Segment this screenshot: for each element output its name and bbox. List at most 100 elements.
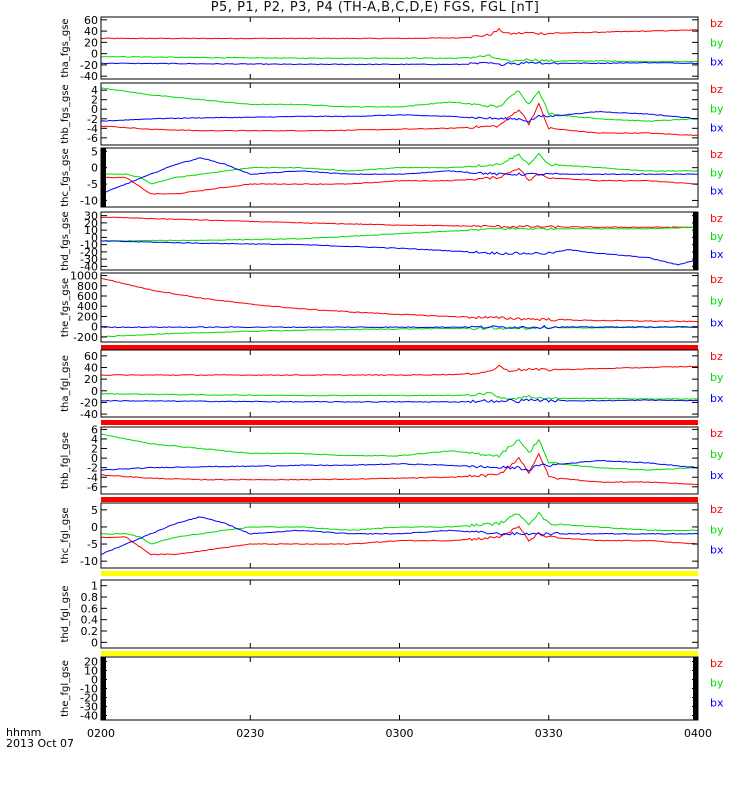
time-axis-unit-label: hhmm (6, 726, 42, 739)
legend-by: by (710, 295, 724, 308)
status-bar-red (101, 420, 698, 425)
y-tick-label: 40 (84, 361, 98, 374)
y-tick-label: 400 (77, 300, 98, 313)
y-tick-label: -6 (87, 481, 98, 494)
legend-by: by (710, 102, 724, 115)
legend-bx: bx (710, 696, 724, 709)
panel-ylabel: the_fgl_gse (60, 660, 71, 717)
x-tick-label-0200: 0200 (87, 727, 115, 740)
status-bar-yellow (101, 651, 698, 656)
trace-bx-the_fgs_gse (100, 324, 699, 330)
y-tick-label: -10 (80, 239, 98, 252)
legend-bx: bx (710, 122, 724, 135)
panel-frame (100, 16, 699, 80)
y-tick-label: 20 (84, 217, 98, 230)
y-tick-label: 0.2 (81, 625, 99, 638)
panel-ylabel: thc_fgs_gse (60, 148, 71, 207)
trace-bz-tha_fgs_gse (100, 27, 699, 40)
y-tick-label: 1000 (70, 270, 98, 283)
panel-ylabel: thc_fgl_gse (60, 507, 71, 563)
status-bar-red (101, 345, 698, 350)
y-tick-label: 60 (84, 14, 98, 27)
trace-bx-tha_fgs_gse (101, 60, 699, 67)
legend-bz: bz (710, 17, 723, 30)
y-tick-label: 2 (91, 443, 98, 456)
panel-frame (100, 579, 699, 649)
trace-bx-thd_fgs_gse (101, 240, 699, 266)
y-tick-label: 6 (91, 423, 98, 436)
legend-by: by (710, 230, 724, 243)
legend-bz: bz (710, 212, 723, 225)
legend-by: by (710, 523, 724, 536)
y-tick-label: -10 (80, 194, 98, 207)
y-tick-label: 30 (84, 210, 98, 223)
trace-bz-thd_fgs_gse (101, 216, 699, 229)
legend-bz: bz (710, 273, 723, 286)
y-tick-label: 0 (91, 321, 98, 334)
trace-bz-thb_fgs_gse (100, 102, 699, 137)
legend-bz: bz (710, 350, 723, 363)
y-tick-label: 0 (91, 452, 98, 465)
legend-bx: bx (710, 248, 724, 261)
trace-by-tha_fgs_gse (101, 54, 699, 63)
y-tick-label: 10 (84, 665, 98, 678)
legend-by: by (710, 166, 724, 179)
y-tick-label: -10 (80, 683, 98, 696)
legend-bx: bx (710, 469, 724, 482)
panel-frame (100, 272, 699, 343)
y-tick-label: -10 (80, 555, 98, 568)
panel-ylabel: the_fgs_gse (60, 278, 71, 337)
trace-by-thc_fgs_gse (100, 152, 699, 185)
legend-bx: bx (710, 56, 724, 69)
y-tick-label: 0 (91, 48, 98, 61)
legend-bx: bx (710, 316, 724, 329)
y-tick-label: -20 (80, 246, 98, 259)
y-tick-label: 800 (77, 280, 98, 293)
y-tick-label: 0 (91, 231, 98, 244)
y-tick-label: 0.4 (81, 614, 99, 627)
panel-ylabel: thd_fgl_gse (60, 586, 71, 643)
y-tick-label: 0 (91, 636, 98, 649)
trace-by-thc_fgl_gse (100, 511, 698, 545)
y-tick-label: -2 (87, 462, 98, 475)
trace-bz-the_fgs_gse (100, 277, 699, 323)
legend-bz: bz (710, 657, 723, 670)
legend-bx: bx (710, 185, 724, 198)
y-tick-label: -4 (87, 122, 98, 135)
y-tick-label: -200 (73, 331, 98, 344)
trace-by-the_fgs_gse (100, 325, 699, 338)
y-tick-label: 0 (91, 521, 98, 534)
x-tick-label-0230: 0230 (236, 727, 264, 740)
trace-bx-thb_fgs_gse (100, 110, 698, 123)
y-tick-label: 5 (91, 504, 98, 517)
legend-by: by (710, 371, 724, 384)
legend-bx: bx (710, 544, 724, 557)
trace-by-thb_fgl_gse (100, 433, 699, 471)
chart-title: P5, P1, P2, P3, P4 (TH-A,B,C,D,E) FGS, F… (210, 0, 540, 15)
panel-ylabel: tha_fgs_gse (60, 18, 71, 77)
trace-bz-thc_fgl_gse (100, 525, 699, 556)
y-tick-label: 0 (91, 385, 98, 398)
left-gap-fill (101, 148, 106, 207)
trace-bz-thc_fgs_gse (101, 167, 699, 195)
legend-bx: bx (710, 392, 724, 405)
legend-bz: bz (710, 503, 723, 516)
y-tick-label: -5 (87, 178, 98, 191)
trace-bx-thb_fgl_gse (101, 459, 699, 472)
y-tick-label: 60 (84, 350, 98, 363)
panel-frame (100, 147, 699, 208)
y-tick-label: -6 (87, 132, 98, 145)
right-gap-fill (693, 212, 698, 270)
y-tick-label: 20 (84, 373, 98, 386)
trace-bx-thc_fgl_gse (100, 516, 699, 555)
y-tick-label: -40 (80, 710, 98, 723)
panel-ylabel: thb_fgl_gse (60, 432, 71, 489)
y-tick-label: -5 (87, 538, 98, 551)
y-tick-label: -40 (80, 70, 98, 83)
trace-by-thb_fgs_gse (100, 87, 699, 122)
y-tick-label: 0.6 (81, 602, 99, 615)
legend-by: by (710, 448, 724, 461)
panel-frame (100, 82, 699, 146)
y-tick-label: 600 (77, 290, 98, 303)
